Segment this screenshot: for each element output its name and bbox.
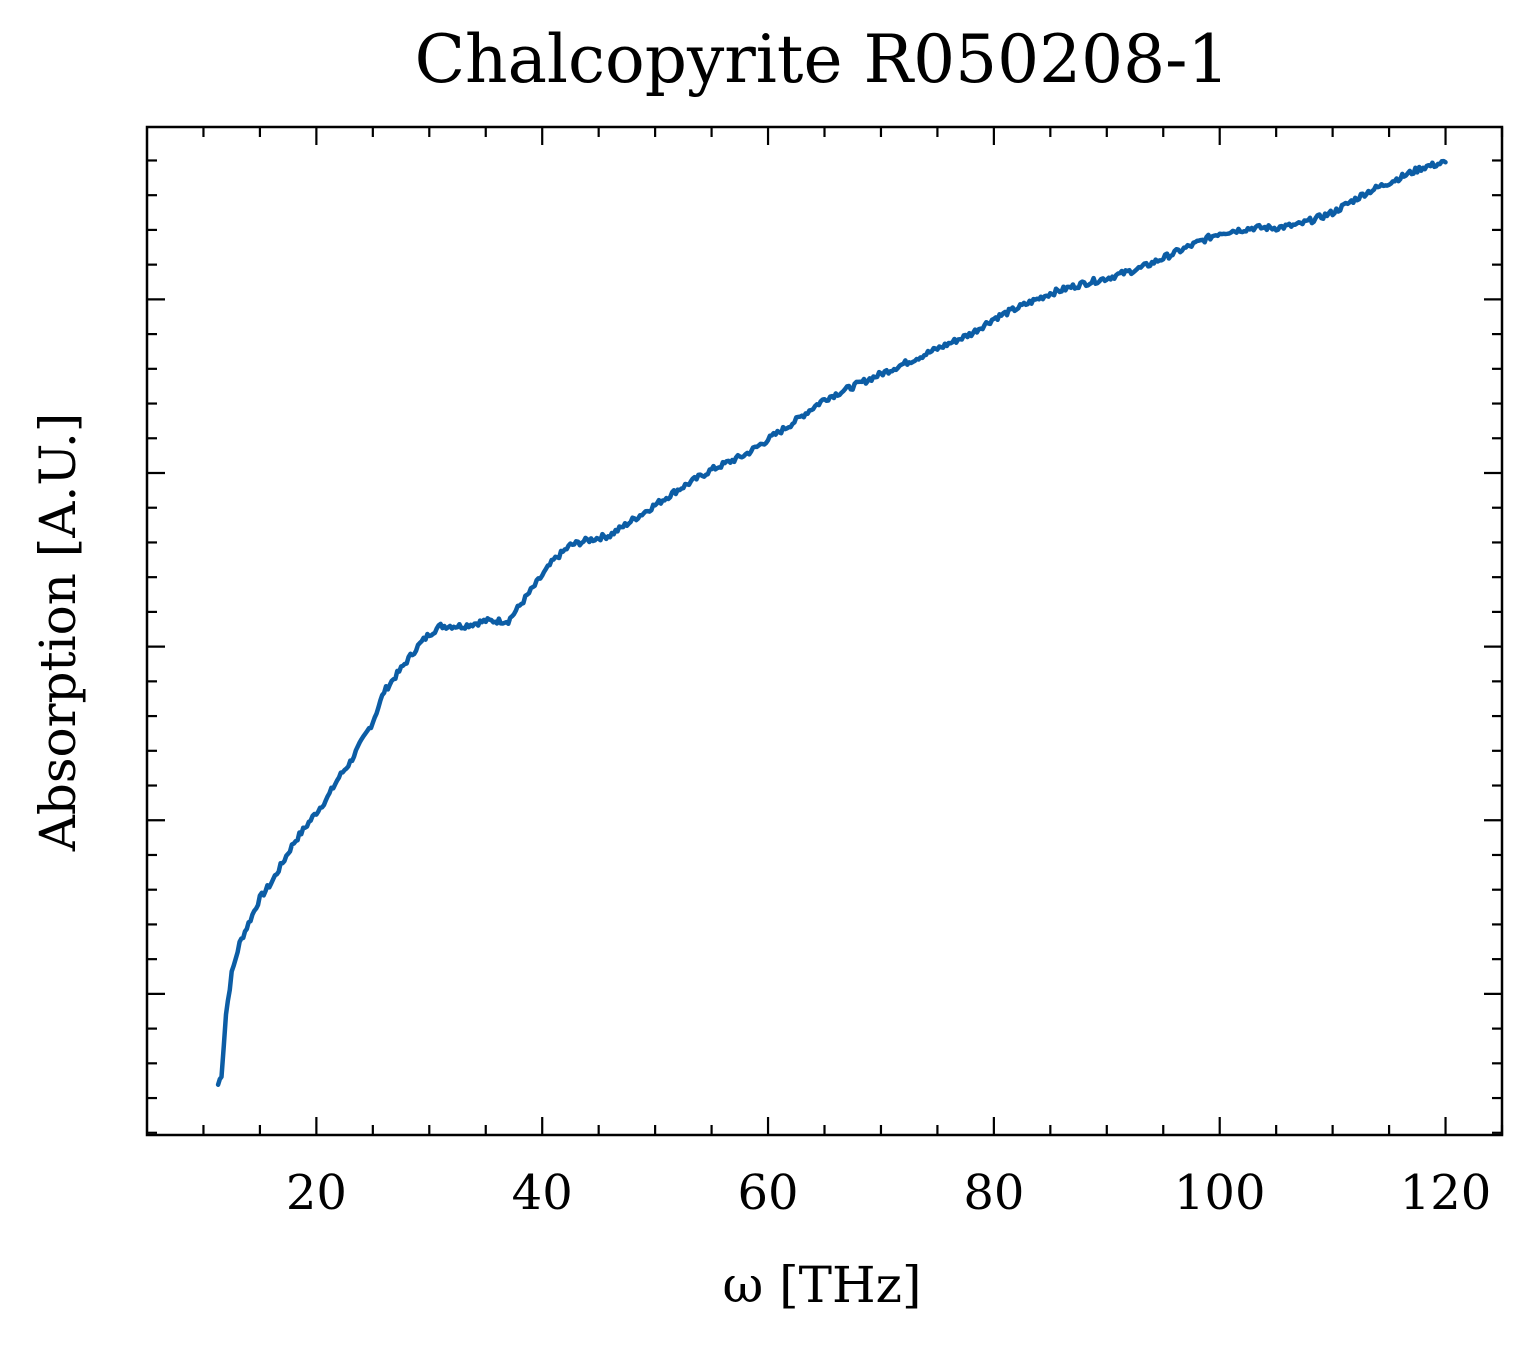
x-tick-label: 120 <box>1400 1165 1492 1221</box>
x-tick-label: 40 <box>512 1165 573 1221</box>
series-line <box>215 158 1448 1087</box>
chart-title: Chalcopyrite R050208-1 <box>415 21 1230 98</box>
y-axis <box>147 159 1502 1134</box>
x-axis-label: ω [THz] <box>723 1256 922 1314</box>
x-axis: 20 40 60 80 100 120 <box>202 127 1504 1221</box>
plot-frame <box>145 125 1504 1137</box>
x-tick-label: 80 <box>963 1165 1024 1221</box>
x-tick-label: 20 <box>286 1165 347 1221</box>
y-axis-label: Absorption [A.U.] <box>29 413 87 853</box>
x-tick-label: 60 <box>738 1165 799 1221</box>
x-tick-label: 100 <box>1174 1165 1266 1221</box>
